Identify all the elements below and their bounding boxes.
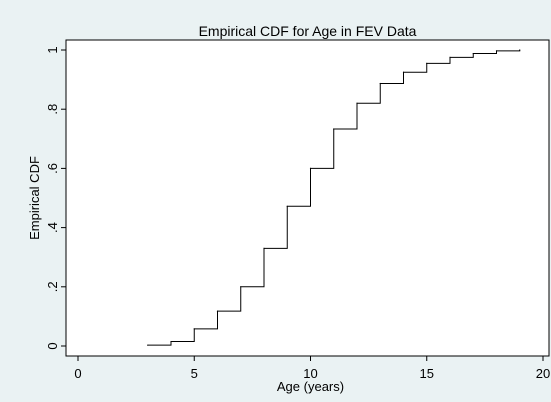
ecdf-point xyxy=(379,82,381,85)
ecdf-point xyxy=(309,167,312,169)
series-group xyxy=(147,49,521,346)
ecdf-point xyxy=(170,340,172,343)
ecdf-point xyxy=(216,310,219,312)
ecdf-point xyxy=(286,205,288,207)
ecdf-point xyxy=(519,49,521,51)
plot-area xyxy=(65,39,550,357)
y-tick-label: .4 xyxy=(45,222,60,233)
ecdf-point xyxy=(193,328,195,330)
y-tick-label: 0 xyxy=(45,342,60,349)
y-axis: 0 .2 .4 .6 .8 1 xyxy=(45,46,66,350)
y-axis-label: Empirical CDF xyxy=(27,156,42,240)
ecdf-point xyxy=(472,52,474,55)
y-tick-label: 1 xyxy=(45,46,60,53)
ecdf-point xyxy=(333,128,335,130)
ecdf-point xyxy=(263,247,265,249)
y-tick-label: .8 xyxy=(45,104,60,115)
x-tick-label: 15 xyxy=(420,366,434,381)
y-tick-label: .2 xyxy=(45,281,60,292)
x-tick-label: 10 xyxy=(303,366,317,381)
ecdf-point xyxy=(426,62,428,64)
x-tick-label: 5 xyxy=(191,366,198,381)
x-axis: 0 5 10 15 20 xyxy=(74,356,550,381)
x-tick-label: 0 xyxy=(74,366,81,381)
ecdf-point xyxy=(240,286,242,288)
x-tick-label: 20 xyxy=(536,366,550,381)
ecdf-point xyxy=(449,56,451,59)
x-axis-label: Age (years) xyxy=(277,379,344,394)
ecdf-point xyxy=(402,71,405,73)
chart-title: Empirical CDF for Age in FEV Data xyxy=(199,23,417,39)
ecdf-point xyxy=(147,344,149,346)
ecdf-point xyxy=(356,102,358,104)
y-tick-label: .6 xyxy=(45,163,60,174)
ecdf-point xyxy=(495,50,498,52)
